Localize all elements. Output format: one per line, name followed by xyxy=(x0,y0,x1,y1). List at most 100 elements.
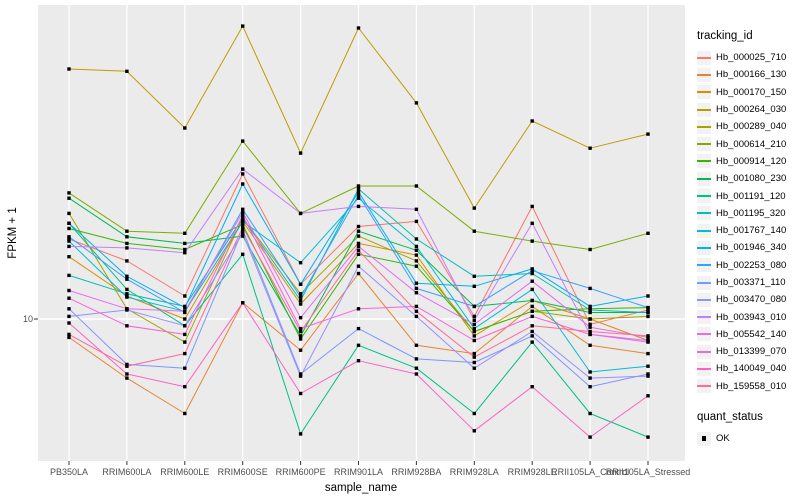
data-point xyxy=(414,304,419,309)
data-point xyxy=(646,435,650,439)
legend-key xyxy=(697,361,711,376)
data-point xyxy=(298,298,303,303)
data-point xyxy=(588,343,592,347)
data-point xyxy=(241,301,245,305)
data-point xyxy=(530,314,534,319)
data-point xyxy=(125,295,129,299)
data-point xyxy=(183,332,187,337)
data-point xyxy=(67,273,71,278)
legend-item: Hb_140049_040 xyxy=(697,360,799,377)
data-point xyxy=(414,314,419,319)
data-point xyxy=(298,295,303,299)
data-point xyxy=(588,370,592,374)
legend-key-line-icon xyxy=(697,177,711,180)
data-point xyxy=(67,314,71,319)
data-point xyxy=(125,246,129,250)
data-point xyxy=(472,329,476,334)
data-point xyxy=(530,267,534,271)
legend-key-line-icon xyxy=(697,246,711,249)
legend-title-quant-status: quant_status xyxy=(697,410,763,423)
data-point xyxy=(472,304,476,309)
legend-key-line-icon xyxy=(697,91,711,94)
data-point xyxy=(646,132,650,136)
legend-key-line-icon xyxy=(697,333,711,336)
legend-key xyxy=(697,171,711,186)
data-point xyxy=(125,372,129,376)
data-point xyxy=(67,67,71,71)
data-point xyxy=(356,264,361,268)
legend-item: Hb_159558_010 xyxy=(697,378,799,395)
data-point xyxy=(472,314,476,319)
data-point xyxy=(356,234,361,238)
x-tick-label: RRIM600SE xyxy=(217,467,268,477)
data-point xyxy=(530,385,534,389)
data-point xyxy=(241,167,245,171)
data-point xyxy=(530,269,534,273)
data-point xyxy=(67,307,71,311)
data-point xyxy=(530,239,534,243)
data-point xyxy=(646,374,650,378)
legend-item: Hb_003470_080 xyxy=(697,291,799,308)
data-point xyxy=(588,376,592,380)
data-point xyxy=(588,146,592,150)
legend-key xyxy=(697,206,711,221)
legend-item-label: Hb_002253_080 xyxy=(716,259,787,271)
data-point xyxy=(414,286,419,291)
legend-key xyxy=(697,292,711,307)
data-point xyxy=(183,340,187,344)
data-point xyxy=(125,235,129,239)
legend-key-line-icon xyxy=(697,385,711,388)
data-point xyxy=(356,241,361,246)
data-point xyxy=(646,340,650,344)
legend-key-line-icon xyxy=(697,212,711,215)
legend-key xyxy=(697,67,711,82)
data-point xyxy=(356,307,361,311)
data-point xyxy=(183,385,187,389)
x-tick-label: RRII105LA_Control xyxy=(551,467,630,477)
legend-key-line-icon xyxy=(697,298,711,301)
data-point xyxy=(298,302,303,306)
data-point xyxy=(530,304,534,309)
legend-item: Hb_000614_210 xyxy=(697,135,799,152)
data-point xyxy=(588,411,592,416)
legend-item: Hb_000166_130 xyxy=(697,66,799,83)
data-point xyxy=(241,207,245,211)
data-point xyxy=(414,207,419,211)
legend-quant-label: OK xyxy=(716,433,730,445)
data-point xyxy=(588,310,592,315)
legend-key-line-icon xyxy=(697,316,711,319)
legend-key xyxy=(697,119,711,134)
data-point xyxy=(298,334,303,338)
data-point xyxy=(125,292,129,296)
legend-key xyxy=(697,275,711,290)
legend-key-line-icon xyxy=(697,160,711,163)
legend-key xyxy=(697,344,711,359)
legend-key xyxy=(697,310,711,325)
legend-key-line-icon xyxy=(697,108,711,111)
data-point xyxy=(125,259,129,263)
data-point xyxy=(530,340,534,344)
data-point xyxy=(298,348,303,352)
data-point xyxy=(67,244,71,249)
legend-item-label: Hb_000614_210 xyxy=(716,138,787,150)
legend-title-tracking-id: tracking_id xyxy=(697,30,753,42)
data-point xyxy=(530,271,534,276)
data-point xyxy=(67,235,71,239)
data-point xyxy=(646,310,650,315)
data-point xyxy=(588,435,592,439)
data-point xyxy=(472,318,476,322)
data-point xyxy=(298,337,303,341)
legend-key xyxy=(697,85,711,100)
data-point xyxy=(588,286,592,291)
data-point xyxy=(298,316,303,320)
data-point xyxy=(356,204,361,209)
data-point xyxy=(472,274,476,278)
data-point xyxy=(298,292,303,296)
data-point xyxy=(67,226,71,231)
legend-item: Hb_003943_010 xyxy=(697,308,799,325)
data-point xyxy=(125,229,129,233)
data-point xyxy=(356,271,361,276)
data-point xyxy=(472,429,476,433)
data-point xyxy=(241,231,245,235)
legend-key-line-icon xyxy=(697,143,711,146)
